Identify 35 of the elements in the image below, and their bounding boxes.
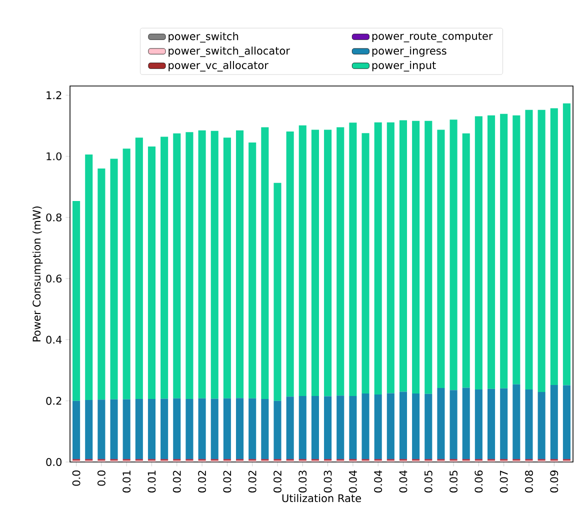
x-tick-label: 0.03	[298, 470, 307, 492]
x-tick-label: 0.07	[500, 470, 508, 492]
x-tick-label: 0.09	[550, 470, 558, 492]
y-tick-label: 1.2	[46, 91, 62, 100]
x-axis-title: Utilization Rate	[282, 494, 361, 502]
x-tick-label: 0.02	[198, 470, 206, 492]
y-tick-label: 0.6	[46, 274, 62, 283]
legend-label: power_input	[372, 61, 436, 72]
legend-label: power_switch_allocator	[168, 46, 290, 58]
x-tick-label: 0.0	[97, 470, 106, 486]
y-tick-label: 1.0	[46, 152, 62, 160]
x-tick-label: 0.03	[324, 470, 332, 492]
y-tick-label: 0.2	[46, 396, 62, 405]
x-tick-label: 0.04	[399, 470, 408, 492]
x-tick-label: 0.01	[148, 470, 156, 492]
x-tick-label: 0.02	[248, 470, 256, 492]
y-axis-title: Power Consumption (mW)	[32, 206, 43, 342]
x-tick-label: 0.05	[424, 470, 432, 492]
x-tick-label: 0.08	[525, 470, 533, 492]
y-tick-label: 0.4	[46, 336, 62, 344]
x-tick-label: 0.02	[172, 470, 181, 492]
x-tick-label: 0.06	[474, 470, 483, 492]
legend-label: power_switch	[168, 32, 238, 43]
legend-label: power_route_computer	[372, 32, 493, 42]
x-tick-label: 0.05	[450, 470, 458, 492]
legend-label: power_ingress	[372, 46, 446, 58]
x-tick-label: 0.0	[72, 470, 80, 486]
x-tick-label: 0.04	[374, 470, 382, 492]
y-tick-label: 0.0	[46, 458, 62, 466]
x-tick-label: 0.04	[348, 470, 357, 492]
legend-label: power_vc_allocator	[168, 61, 268, 72]
x-tick-label: 0.02	[223, 470, 232, 492]
x-tick-label: 0.01	[122, 470, 131, 492]
x-tick-label: 0.02	[274, 470, 282, 492]
y-tick-label: 0.8	[46, 213, 62, 222]
